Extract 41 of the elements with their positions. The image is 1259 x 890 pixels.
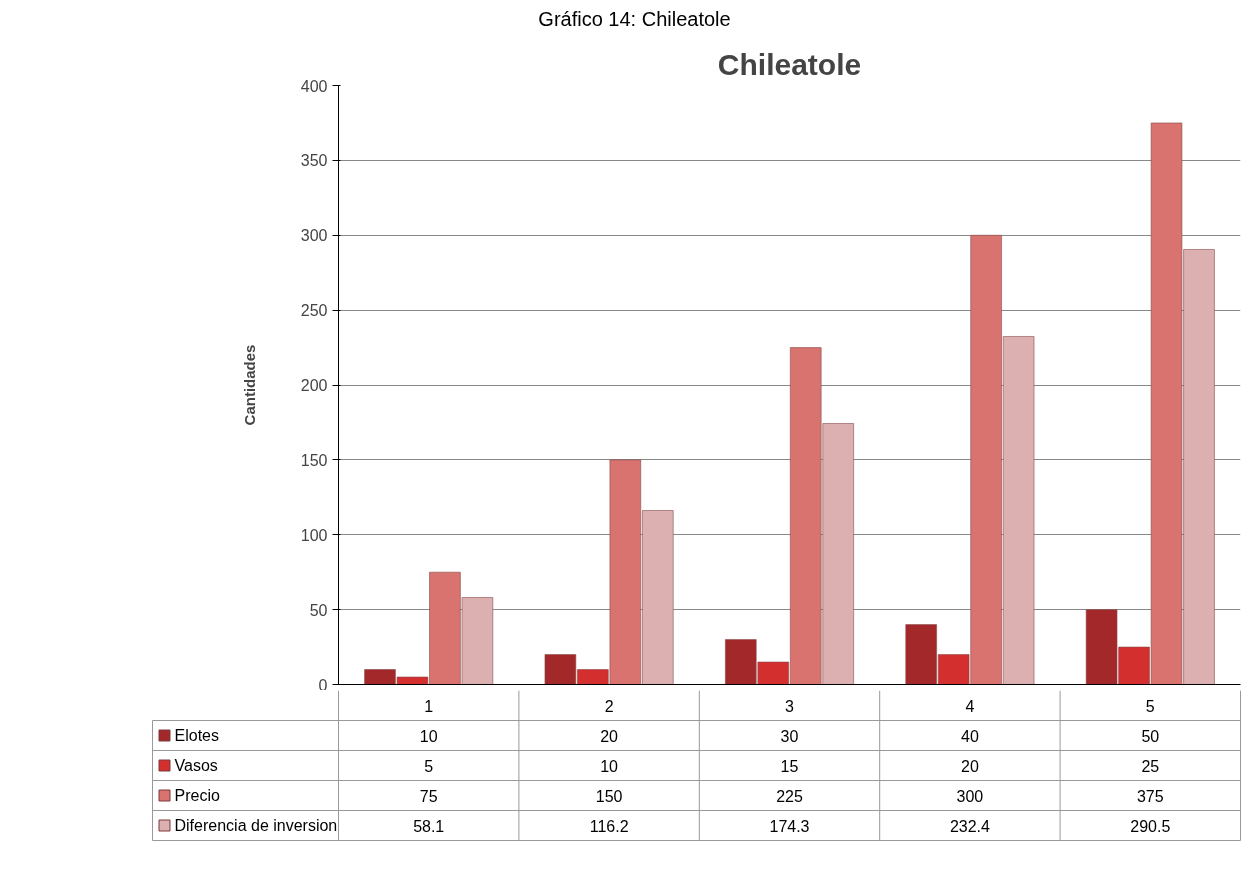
chart-title: Chileatole xyxy=(717,47,862,81)
data-label: 290.5 xyxy=(1130,817,1171,835)
x-tick-label: 5 xyxy=(1145,697,1155,715)
x-tick-label: 2 xyxy=(604,697,614,715)
data-label: 10 xyxy=(600,757,619,775)
x-tick-label: 1 xyxy=(424,697,434,715)
data-label: 15 xyxy=(780,757,799,775)
data-label: 30 xyxy=(780,727,799,745)
x-tick-label: 3 xyxy=(785,697,795,715)
y-tick-label: 0 xyxy=(318,676,328,694)
data-label: 174.3 xyxy=(769,817,810,835)
legend-label: Elotes xyxy=(174,727,219,744)
legend-label: Diferencia de inversion xyxy=(174,817,338,834)
x-tick-label: 4 xyxy=(965,697,975,715)
data-label: 116.2 xyxy=(589,817,629,835)
y-tick-label: 300 xyxy=(300,227,328,245)
data-label: 225 xyxy=(776,787,803,805)
legend-label: Precio xyxy=(174,787,220,804)
data-label: 232.4 xyxy=(949,817,991,835)
data-label: 150 xyxy=(595,787,623,805)
text: Gráfico 14: Chileatole xyxy=(537,7,732,32)
data-label: 5 xyxy=(424,757,434,775)
data-label: 10 xyxy=(419,727,438,745)
y-tick-label: 100 xyxy=(300,526,328,544)
legend-label: Vasos xyxy=(174,757,218,774)
data-label: 58.1 xyxy=(413,817,445,835)
y-tick-label: 150 xyxy=(300,451,328,469)
y-tick-label: 50 xyxy=(309,601,328,619)
data-label: 40 xyxy=(961,727,979,745)
data-label: 20 xyxy=(961,757,979,775)
data-label: 50 xyxy=(1141,727,1160,745)
y-tick-label: 400 xyxy=(300,77,328,95)
y-tick-label: 200 xyxy=(300,377,328,394)
y-axis-title: Cantidades xyxy=(240,344,258,426)
data-label: 20 xyxy=(600,727,619,745)
data-label: 300 xyxy=(956,787,984,805)
data-label: 25 xyxy=(1141,757,1160,775)
data-label: 75 xyxy=(419,787,438,805)
y-tick-label: 250 xyxy=(300,302,328,320)
data-label: 375 xyxy=(1136,787,1164,805)
y-tick-label: 350 xyxy=(300,152,328,170)
